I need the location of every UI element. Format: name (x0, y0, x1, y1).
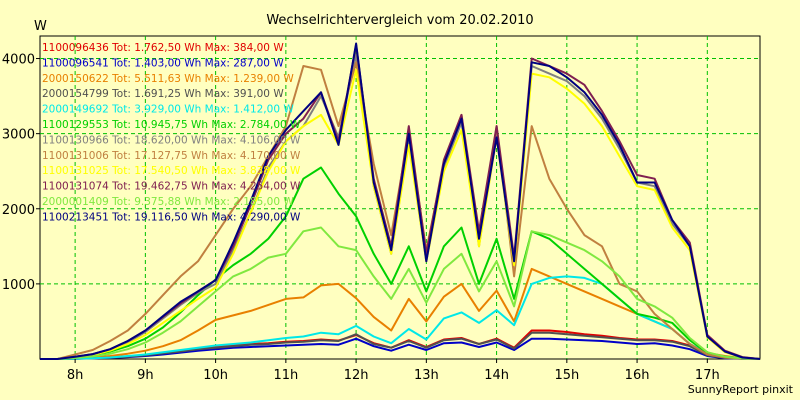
y-axis: 1000 2000 3000 4000 (2, 53, 40, 293)
legend-entry: 2000149692 Tot: 3.929,00 Wh Max: 1.412,0… (42, 104, 294, 116)
legend-entry: 2000001409 Tot: 9.375,88 Wh Max: 2.185,0… (42, 196, 294, 208)
y-axis-label: W (34, 19, 47, 34)
legend: 1100096436 Tot: 1.762,50 Wh Max: 384,00 … (42, 42, 301, 223)
credit-label: SunnyReport pinxit (688, 383, 794, 396)
legend-entry: 1100131074 Tot: 19.462,75 Wh Max: 4.254,… (42, 181, 301, 193)
series-line-6 (40, 166, 761, 360)
series-line-2 (40, 337, 761, 360)
x-tick-label: 16h (625, 368, 650, 383)
y-tick-label: 4000 (2, 53, 35, 68)
x-tick-label: 14h (484, 368, 509, 383)
y-tick-label: 3000 (2, 128, 35, 143)
legend-entry: 1100129553 Tot: 10.945,75 Wh Max: 2.784,… (42, 119, 301, 131)
legend-entry: 1100131025 Tot: 17.540,50 Wh Max: 3.838,… (42, 165, 301, 177)
series-line-4 (40, 331, 761, 360)
x-tick-label: 12h (344, 368, 369, 383)
legend-entry: 1100096436 Tot: 1.762,50 Wh Max: 384,00 … (42, 42, 284, 54)
x-tick-label: 15h (554, 368, 579, 383)
legend-entry: 2000154799 Tot: 1.691,25 Wh Max: 391,00 … (42, 88, 284, 100)
grid-lines (40, 36, 760, 359)
chart-title: Wechselrichtervergleich vom 20.02.2010 (266, 13, 533, 28)
x-tick-label: 9h (137, 368, 154, 383)
x-tick-label: 11h (273, 368, 298, 383)
legend-entry: 1100130966 Tot: 18.620,00 Wh Max: 4.106,… (42, 134, 301, 146)
legend-entry: 1100213451 Tot: 19.116,50 Wh Max: 4.290,… (42, 211, 301, 223)
x-tick-label: 13h (414, 368, 439, 383)
x-tick-label: 17h (695, 368, 720, 383)
legend-entry: 2000150622 Tot: 5.511,63 Wh Max: 1.239,0… (42, 73, 294, 85)
series-line-12 (40, 42, 761, 360)
legend-entry: 1100096541 Tot: 1.403,00 Wh Max: 287,00 … (42, 57, 284, 69)
series-layer (40, 42, 761, 360)
x-tick-label: 8h (67, 368, 84, 383)
x-tick-label: 10h (203, 368, 228, 383)
series-line-11 (40, 226, 761, 360)
legend-entry: 1100131006 Tot: 17.127,75 Wh Max: 4.170,… (42, 150, 301, 162)
series-line-9 (40, 68, 761, 360)
x-axis: 8h 9h 10h 11h 12h 13h 14h 15h 16h 17h (67, 359, 720, 383)
y-tick-label: 2000 (2, 203, 35, 218)
y-tick-label: 1000 (2, 278, 35, 293)
